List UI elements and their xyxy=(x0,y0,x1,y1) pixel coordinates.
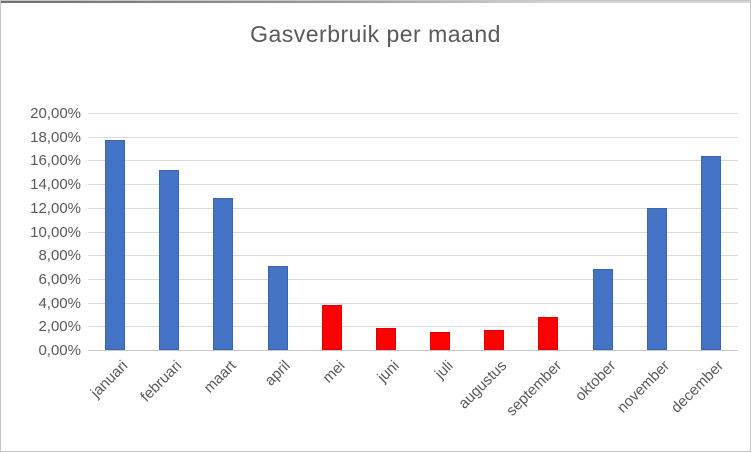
month-label-juli: juli xyxy=(431,357,457,383)
month-label-september: september xyxy=(502,357,565,420)
month-label-april: april xyxy=(261,357,294,390)
bar-september xyxy=(538,316,559,350)
y-tick-label: 10,00% xyxy=(30,223,81,241)
month-label-augustus: augustus xyxy=(455,357,511,413)
y-tick-label: 6,00% xyxy=(38,270,81,288)
gridline-8 xyxy=(88,255,738,257)
month-label-januari: januari xyxy=(87,357,132,402)
x-axis-line xyxy=(88,350,738,351)
y-tick-label: 4,00% xyxy=(38,294,81,312)
bar-oktober xyxy=(592,269,613,350)
bar-februari xyxy=(159,169,180,350)
gridline-4 xyxy=(88,302,738,304)
gridline-18 xyxy=(88,136,738,138)
gridline-16 xyxy=(88,160,738,162)
y-tick-label: 16,00% xyxy=(30,152,81,170)
y-tick-label: 20,00% xyxy=(30,105,81,122)
bar-juli xyxy=(430,332,451,350)
bar-april xyxy=(267,265,288,350)
y-tick-label: 18,00% xyxy=(30,128,81,146)
gridline-2 xyxy=(88,326,738,328)
chart-title: Gasverbruik per maand xyxy=(250,21,501,47)
bar-maart xyxy=(213,198,234,350)
month-label-mei: mei xyxy=(318,357,349,387)
y-tick-label: 14,00% xyxy=(30,176,81,194)
bar-januari xyxy=(105,140,126,350)
bar-juni xyxy=(375,327,396,350)
month-label-juni: juni xyxy=(373,357,403,386)
gridline-10 xyxy=(88,231,738,233)
y-tick-label: 2,00% xyxy=(38,318,81,336)
month-label-februari: februari xyxy=(137,357,186,406)
month-label-maart: maart xyxy=(200,357,240,397)
bar-augustus xyxy=(484,329,505,350)
top-border-edge xyxy=(1,1,750,3)
month-label-december: december xyxy=(668,357,728,417)
gridline-12 xyxy=(88,207,738,209)
month-label-november: november xyxy=(613,357,674,417)
y-tick-label: 0,00% xyxy=(38,342,81,359)
gridline-6 xyxy=(88,278,738,280)
gridline-20 xyxy=(88,113,738,114)
plot-area xyxy=(88,113,738,351)
y-tick-label: 8,00% xyxy=(38,247,81,265)
month-label-oktober: oktober xyxy=(571,357,619,405)
y-tick-label: 12,00% xyxy=(30,199,81,217)
bar-mei xyxy=(321,304,342,350)
gridline-14 xyxy=(88,184,738,186)
bar-november xyxy=(646,207,667,350)
bar-december xyxy=(700,155,721,350)
